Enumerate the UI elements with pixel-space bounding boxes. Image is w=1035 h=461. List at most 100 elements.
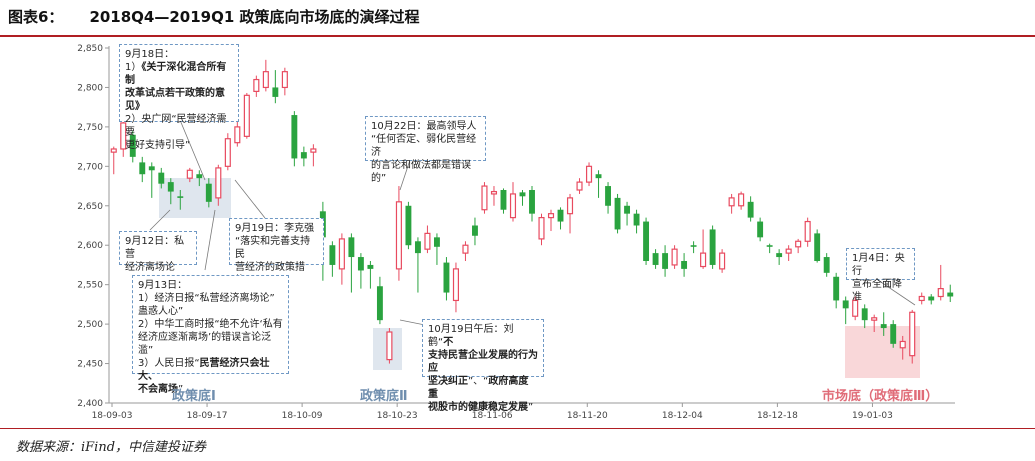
y-tick-label: 2,650 bbox=[77, 202, 103, 212]
x-tick-label: 18-11-20 bbox=[567, 411, 608, 421]
annotation-0104: 1月4日：央行 宣布全面降准 bbox=[846, 248, 915, 303]
candle-body-down bbox=[757, 221, 764, 238]
candle-body-down bbox=[519, 192, 526, 197]
candle-body-down bbox=[367, 264, 374, 269]
annotation-0919: 9月19日：李克强 “落实和完善支持民 营经济的政策措施” bbox=[229, 218, 324, 286]
candle-body-up bbox=[253, 78, 260, 92]
ann-1019-l1b: 不 bbox=[443, 337, 454, 348]
ann-1019-l4c: ” bbox=[528, 402, 534, 413]
candle-body-up bbox=[338, 238, 345, 270]
candle-body-down bbox=[766, 245, 773, 247]
candle-body-down bbox=[376, 286, 383, 321]
candle-body-down bbox=[158, 172, 165, 184]
candle-body-down bbox=[167, 182, 174, 192]
candle-body-down bbox=[139, 162, 146, 175]
ann-0104-l1: 1月4日：央行 bbox=[852, 253, 905, 277]
ann-0913-l2: 1）经济日报“私营经济离场论” bbox=[138, 293, 275, 304]
ann-0918-l4: 2）央广网“民营经济需要 bbox=[125, 114, 227, 138]
ann-1019-l1a: 10月19日午后：刘鹤“ bbox=[428, 324, 514, 348]
x-tick-label: 18-09-17 bbox=[187, 411, 228, 421]
ann-0913-l7b: 不会离场 bbox=[138, 384, 178, 395]
leader-0104 bbox=[871, 275, 916, 306]
zone-market-bottom bbox=[845, 326, 920, 378]
ann-0913-l5: 经济应逐渐离场’的错误言论泛滥” bbox=[138, 332, 272, 356]
candle-body-up bbox=[110, 148, 117, 153]
candle-body-up bbox=[738, 193, 745, 207]
candle-body-down bbox=[605, 186, 611, 206]
candle-body-up bbox=[871, 317, 878, 321]
candle-body-down bbox=[329, 245, 336, 265]
ann-0913-l1: 9月13日： bbox=[138, 280, 188, 291]
y-tick-label: 2,450 bbox=[77, 360, 103, 370]
candle-body-up bbox=[719, 252, 726, 270]
leader-0919 bbox=[234, 179, 266, 219]
source-note: 数据来源：iFind，中信建投证券 bbox=[16, 440, 207, 455]
x-tick-label: 18-10-23 bbox=[377, 411, 418, 421]
zone-label-policy-bottom-1: 政策底Ⅰ bbox=[172, 389, 216, 404]
candle-body-down bbox=[614, 197, 621, 230]
candle-body-up bbox=[804, 220, 811, 242]
candle-body-down bbox=[348, 237, 355, 258]
x-tick-label: 18-11-06 bbox=[472, 411, 513, 421]
candle-body-up bbox=[234, 126, 241, 144]
ann-0912-l2: 经济离场论 bbox=[125, 262, 175, 273]
annotation-1022: 10月22日：最高领导人 “任何否定、弱化民营经济 的言论和做法都是错误的” bbox=[365, 116, 486, 184]
candle-body-down bbox=[357, 257, 364, 271]
candle-body-up bbox=[262, 71, 269, 89]
ann-0918-l1: 9月18日： bbox=[125, 49, 175, 60]
candle-body-up bbox=[785, 248, 792, 254]
ann-0918-l2b: 《关于深化混合所有制 bbox=[125, 62, 227, 86]
candle-body-up bbox=[795, 240, 802, 248]
candle-body-down bbox=[681, 261, 688, 269]
candle-body-down bbox=[177, 196, 184, 198]
leader-0918 bbox=[179, 119, 206, 181]
ann-0918-l3: 改革试点若干政策的意见》 bbox=[125, 88, 225, 112]
candle-body-down bbox=[291, 115, 298, 159]
leader-1022 bbox=[399, 159, 411, 191]
y-tick-label: 2,550 bbox=[77, 281, 103, 291]
candle-body-down bbox=[129, 134, 136, 157]
candle-body-up bbox=[215, 167, 222, 199]
ann-1019-l3b: 坚决纠正 bbox=[428, 376, 468, 387]
candle-body-up bbox=[243, 94, 250, 137]
ann-0918-l2: 1） bbox=[125, 62, 142, 73]
candle-body-up bbox=[538, 217, 545, 240]
candle-body-up bbox=[852, 299, 859, 317]
candle-body-up bbox=[909, 311, 916, 357]
ann-0913-l4: 2）中华工商时报“绝不允许‘私有 bbox=[138, 319, 283, 330]
candle-body-down bbox=[272, 87, 279, 97]
bottom-rule bbox=[0, 428, 1035, 429]
candle-body-down bbox=[928, 296, 935, 301]
candle-body-down bbox=[196, 174, 203, 179]
candle-body-down bbox=[500, 190, 507, 210]
y-tick-label: 2,600 bbox=[77, 241, 103, 251]
candle-body-down bbox=[529, 190, 535, 214]
candle-body-up bbox=[899, 340, 906, 349]
candle-body-up bbox=[700, 252, 707, 268]
candle-body-up bbox=[481, 185, 488, 211]
candle-body-up bbox=[490, 190, 498, 195]
candle-body-down bbox=[747, 201, 754, 218]
candle-body-up bbox=[918, 295, 925, 302]
candle-body-down bbox=[842, 300, 849, 309]
ann-0913-l6b: 民营经济只会壮大、 bbox=[138, 358, 270, 382]
candle-body-down bbox=[472, 225, 478, 236]
candle-body-up bbox=[566, 197, 574, 215]
ann-0919-l2: “落实和完善支持民 bbox=[235, 236, 311, 260]
annotation-0918: 9月18日： 1）《关于深化混合所有制 改革试点若干政策的意见》 2）央广网“民… bbox=[119, 44, 239, 151]
leader-0912 bbox=[149, 209, 171, 231]
candle-body-down bbox=[776, 253, 783, 258]
figure-label: 图表6： bbox=[8, 8, 64, 26]
candle-body-down bbox=[205, 183, 212, 202]
candle-body-down bbox=[557, 209, 564, 222]
candle-body-down bbox=[414, 241, 421, 254]
candle-body-up bbox=[547, 213, 555, 219]
candle-body-up bbox=[395, 201, 402, 270]
candle-body-up bbox=[224, 138, 231, 167]
y-tick-label: 2,500 bbox=[77, 320, 103, 330]
candle-body-down bbox=[823, 257, 830, 273]
x-tick-label: 18-09-03 bbox=[92, 411, 133, 421]
candle-body-up bbox=[462, 244, 469, 254]
ann-1019-l3c: ”、“ bbox=[468, 376, 489, 387]
candle-body-down bbox=[595, 174, 602, 179]
